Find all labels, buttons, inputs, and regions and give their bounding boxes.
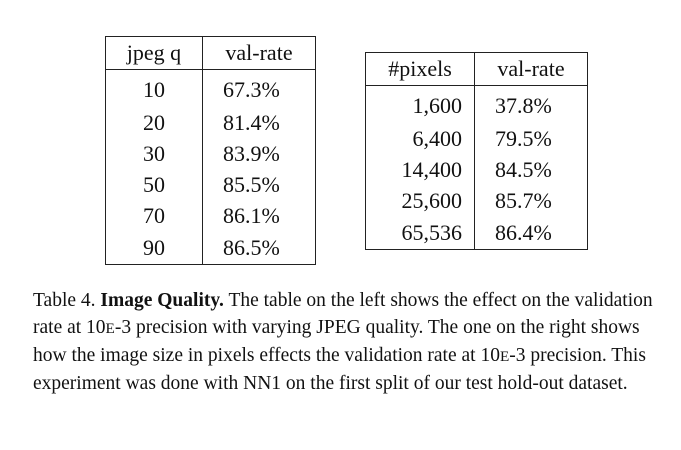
caption-text: -3 precision. This experiment was done w… — [33, 345, 646, 394]
val-rate-cell: 85.5% — [202, 169, 316, 200]
table-row: 30 83.9% — [105, 138, 316, 169]
header-val-rate: val-rate — [202, 36, 316, 70]
caption-heading: Image Quality. — [100, 290, 224, 311]
table-row: 6,400 79.5% — [365, 123, 588, 154]
jpeg-quality-table: jpeg q val-rate 10 67.3% 20 81.4% 30 83.… — [105, 36, 316, 265]
table-header-row: #pixels val-rate — [365, 52, 588, 86]
table-row: 65,536 86.4% — [365, 216, 588, 250]
header-val-rate: val-rate — [474, 52, 588, 86]
val-rate-cell: 67.3% — [202, 69, 316, 107]
val-rate-cell: 84.5% — [474, 154, 588, 185]
table-caption: Table 4. Image Quality. The table on the… — [33, 287, 668, 397]
val-rate-cell: 79.5% — [474, 123, 588, 154]
caption-label: Table 4. — [33, 290, 96, 311]
pixels-cell: 65,536 — [365, 216, 475, 250]
val-rate-cell: 86.4% — [474, 216, 588, 250]
val-rate-cell: 86.1% — [202, 200, 316, 231]
pixels-cell: 14,400 — [365, 154, 475, 185]
table-row: 70 86.1% — [105, 200, 316, 231]
pixels-table: #pixels val-rate 1,600 37.8% 6,400 79.5%… — [365, 52, 588, 250]
jpeg-q-cell: 20 — [105, 107, 203, 138]
jpeg-q-cell: 70 — [105, 200, 203, 231]
pixels-cell: 1,600 — [365, 85, 475, 123]
table-row: 1,600 37.8% — [365, 85, 588, 123]
val-rate-cell: 83.9% — [202, 138, 316, 169]
jpeg-q-cell: 30 — [105, 138, 203, 169]
val-rate-cell: 37.8% — [474, 85, 588, 123]
pixels-cell: 25,600 — [365, 185, 475, 216]
val-rate-cell: 81.4% — [202, 107, 316, 138]
table-row: 25,600 85.7% — [365, 185, 588, 216]
caption-text: The table on the left shows the effect o… — [33, 290, 653, 338]
header-pixels: #pixels — [365, 52, 475, 86]
pixels-cell: 6,400 — [365, 123, 475, 154]
table-row: 10 67.3% — [105, 69, 316, 107]
caption-small-caps: E — [499, 348, 510, 365]
table-row: 50 85.5% — [105, 169, 316, 200]
val-rate-cell: 86.5% — [202, 231, 316, 265]
jpeg-q-cell: 10 — [105, 69, 203, 107]
caption-small-caps: E — [105, 320, 115, 337]
table-header-row: jpeg q val-rate — [105, 36, 316, 70]
jpeg-q-cell: 90 — [105, 231, 203, 265]
table-row: 90 86.5% — [105, 231, 316, 265]
table-row: 14,400 84.5% — [365, 154, 588, 185]
header-jpeg-q: jpeg q — [105, 36, 203, 70]
caption-text: -3 precision with varying JPEG quality. … — [33, 317, 640, 366]
val-rate-cell: 85.7% — [474, 185, 588, 216]
table-row: 20 81.4% — [105, 107, 316, 138]
jpeg-q-cell: 50 — [105, 169, 203, 200]
